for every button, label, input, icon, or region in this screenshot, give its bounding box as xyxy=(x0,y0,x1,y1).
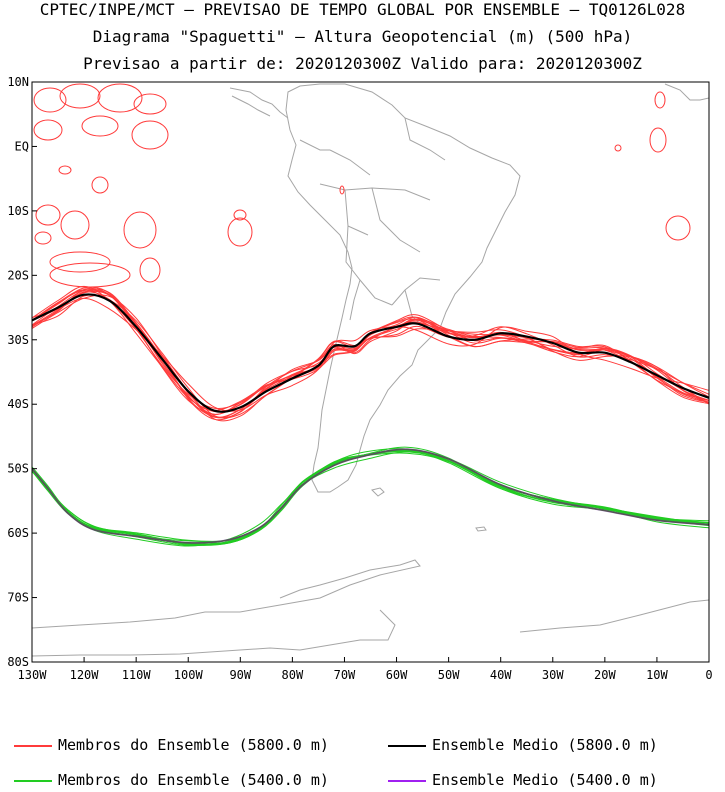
south-georgia xyxy=(475,526,487,532)
latitude-tick-label: EQ xyxy=(15,139,29,153)
legend-swatch-members-5800 xyxy=(14,745,52,747)
central-america-coast xyxy=(229,87,289,119)
legend-mean-5400: Ensemble Medio (5400.0 m) xyxy=(432,771,658,789)
mean-5400-contour-shadow xyxy=(32,448,709,544)
legend-mean-5800: Ensemble Medio (5800.0 m) xyxy=(432,736,658,754)
longitude-tick-label: 30W xyxy=(542,668,564,682)
legend-members-5800: Membros do Ensemble (5800.0 m) xyxy=(58,736,329,754)
longitude-tick-label: 110W xyxy=(122,668,152,682)
south-america-coast xyxy=(285,83,521,493)
africa-coast xyxy=(664,83,709,101)
latitude-tick-label: 40S xyxy=(7,397,29,411)
longitude-axis: 130W 120W 110W 100W 90W 80W 70W 60W 50W 40W 30W 20W… xyxy=(18,657,713,682)
ensemble-member-contour xyxy=(32,289,709,415)
plot-area xyxy=(32,83,709,657)
latitude-tick-label: 50S xyxy=(7,462,29,476)
legend-swatch-mean-5400 xyxy=(388,780,426,782)
longitude-tick-label: 70W xyxy=(334,668,356,682)
ensemble-member-contour xyxy=(32,448,709,542)
ensemble-member-contour xyxy=(32,452,709,547)
ensemble-member-contour xyxy=(32,450,709,546)
plot-frame xyxy=(31,81,710,663)
longitude-tick-label: 0 xyxy=(705,668,712,682)
legend-members-5400: Membros do Ensemble (5400.0 m) xyxy=(58,771,329,789)
longitude-tick-label: 40W xyxy=(490,668,512,682)
longitude-tick-label: 100W xyxy=(174,668,204,682)
title-line-1: CPTEC/INPE/MCT – PREVISAO DE TEMPO GLOBA… xyxy=(39,0,686,19)
mean-5400-contour xyxy=(32,448,709,544)
country-borders xyxy=(299,117,446,329)
ensemble-member-contour xyxy=(32,449,709,545)
legend-swatch-members-5400 xyxy=(14,780,52,782)
legend-swatch-mean-5800 xyxy=(388,745,426,747)
latitude-tick-label: 20S xyxy=(7,268,29,282)
ensemble-member-contour xyxy=(32,294,709,422)
members-5400-contours xyxy=(32,446,709,547)
ensemble-member-contour xyxy=(32,291,709,413)
ensemble-member-contour xyxy=(32,449,709,545)
falklands xyxy=(371,487,385,497)
latitude-axis: 10N EQ 10S 20S 30S 40S 50S 60S 70S 80S xyxy=(7,75,37,669)
longitude-tick-label: 60W xyxy=(386,668,408,682)
latitude-tick-label: 30S xyxy=(7,333,29,347)
longitude-tick-label: 120W xyxy=(70,668,100,682)
longitude-tick-label: 20W xyxy=(594,668,616,682)
latitude-tick-label: 10N xyxy=(7,75,29,89)
latitude-tick-label: 10S xyxy=(7,204,29,218)
ensemble-member-contour xyxy=(32,285,709,411)
ensemble-member-contour xyxy=(32,449,709,546)
ensemble-member-contour xyxy=(32,451,709,547)
latitude-tick-label: 80S xyxy=(7,655,29,669)
mean-5800-contour xyxy=(32,293,709,413)
ensemble-member-contour xyxy=(32,449,709,546)
longitude-tick-label: 10W xyxy=(646,668,668,682)
longitude-tick-label: 80W xyxy=(282,668,304,682)
ensemble-member-contour xyxy=(32,290,709,421)
latitude-tick-label: 60S xyxy=(7,526,29,540)
title-line-3: Previsao a partir de: 2020120300Z Valido… xyxy=(83,54,642,73)
longitude-tick-label: 50W xyxy=(438,668,460,682)
longitude-tick-label: 90W xyxy=(229,668,251,682)
members-5800-closed-contours xyxy=(33,83,691,288)
latitude-tick-label: 70S xyxy=(7,591,29,605)
ensemble-member-contour xyxy=(32,446,709,543)
coastlines xyxy=(32,83,709,657)
antarctica-coast xyxy=(32,559,709,657)
longitude-tick-label: 130W xyxy=(18,668,48,682)
ensemble-member-contour xyxy=(32,450,709,546)
title-line-2: Diagrama "Spaguetti" – Altura Geopotenci… xyxy=(92,27,633,46)
